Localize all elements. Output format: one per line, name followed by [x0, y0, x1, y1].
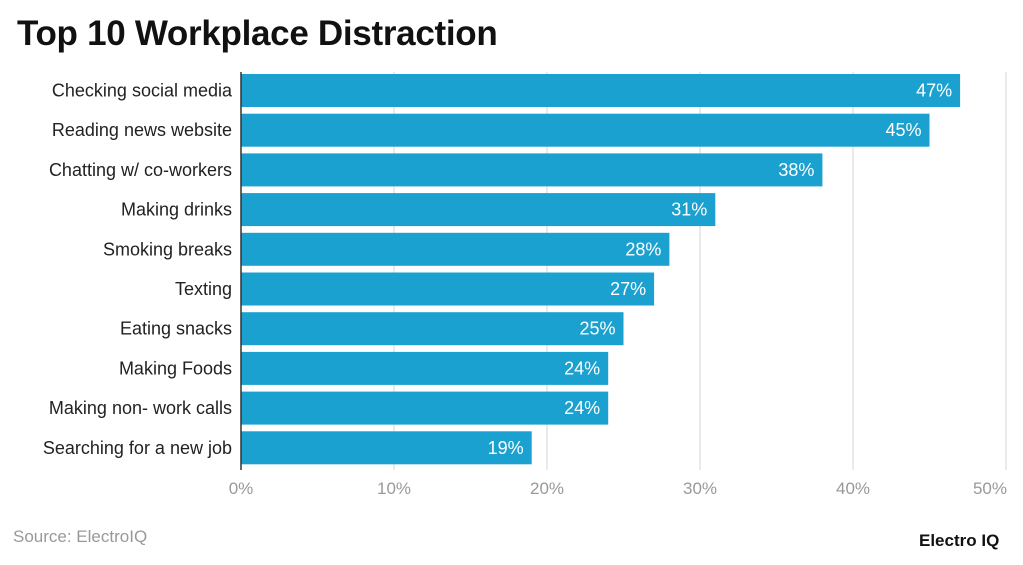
x-tick-label: 20% — [530, 479, 564, 498]
electroiq-logo: Electro IQ — [919, 531, 1000, 550]
chart-title: Top 10 Workplace Distraction — [17, 14, 498, 53]
category-label: Chatting w/ co-workers — [49, 160, 232, 180]
data-label: 28% — [625, 239, 661, 259]
bar — [241, 272, 655, 306]
x-tick-label: 10% — [377, 479, 411, 498]
data-label: 24% — [564, 398, 600, 418]
bar — [241, 113, 930, 147]
x-tick-label: 40% — [836, 479, 870, 498]
bar — [241, 232, 670, 266]
data-label: 19% — [488, 438, 524, 458]
category-label: Checking social media — [52, 81, 233, 101]
bar-chart: 0% 10% 20% 30% 40% 50% Checking social media 47… — [43, 72, 1007, 498]
category-label: Smoking breaks — [103, 239, 232, 259]
category-label: Eating snacks — [120, 319, 232, 339]
category-label: Searching for a new job — [43, 438, 232, 458]
x-tick-label: 30% — [683, 479, 717, 498]
bar — [241, 312, 624, 346]
bar — [241, 193, 716, 227]
bar — [241, 391, 609, 425]
category-label: Making non- work calls — [49, 398, 232, 418]
x-tick-label: 50% — [973, 479, 1007, 498]
x-tick-label: 0% — [229, 479, 254, 498]
source-note: Source: ElectroIQ — [13, 527, 148, 546]
bar — [241, 153, 823, 187]
data-label: 24% — [564, 358, 600, 378]
data-label: 31% — [671, 200, 707, 220]
category-label: Making Foods — [119, 358, 232, 378]
category-label: Making drinks — [121, 200, 232, 220]
category-label: Texting — [175, 279, 232, 299]
data-label: 47% — [916, 81, 952, 101]
bar — [241, 431, 532, 465]
bar — [241, 351, 609, 385]
data-label: 27% — [610, 279, 646, 299]
category-label: Reading news website — [52, 120, 232, 140]
data-label: 25% — [579, 319, 615, 339]
data-label: 45% — [885, 120, 921, 140]
bar — [241, 74, 961, 107]
data-label: 38% — [778, 160, 814, 180]
